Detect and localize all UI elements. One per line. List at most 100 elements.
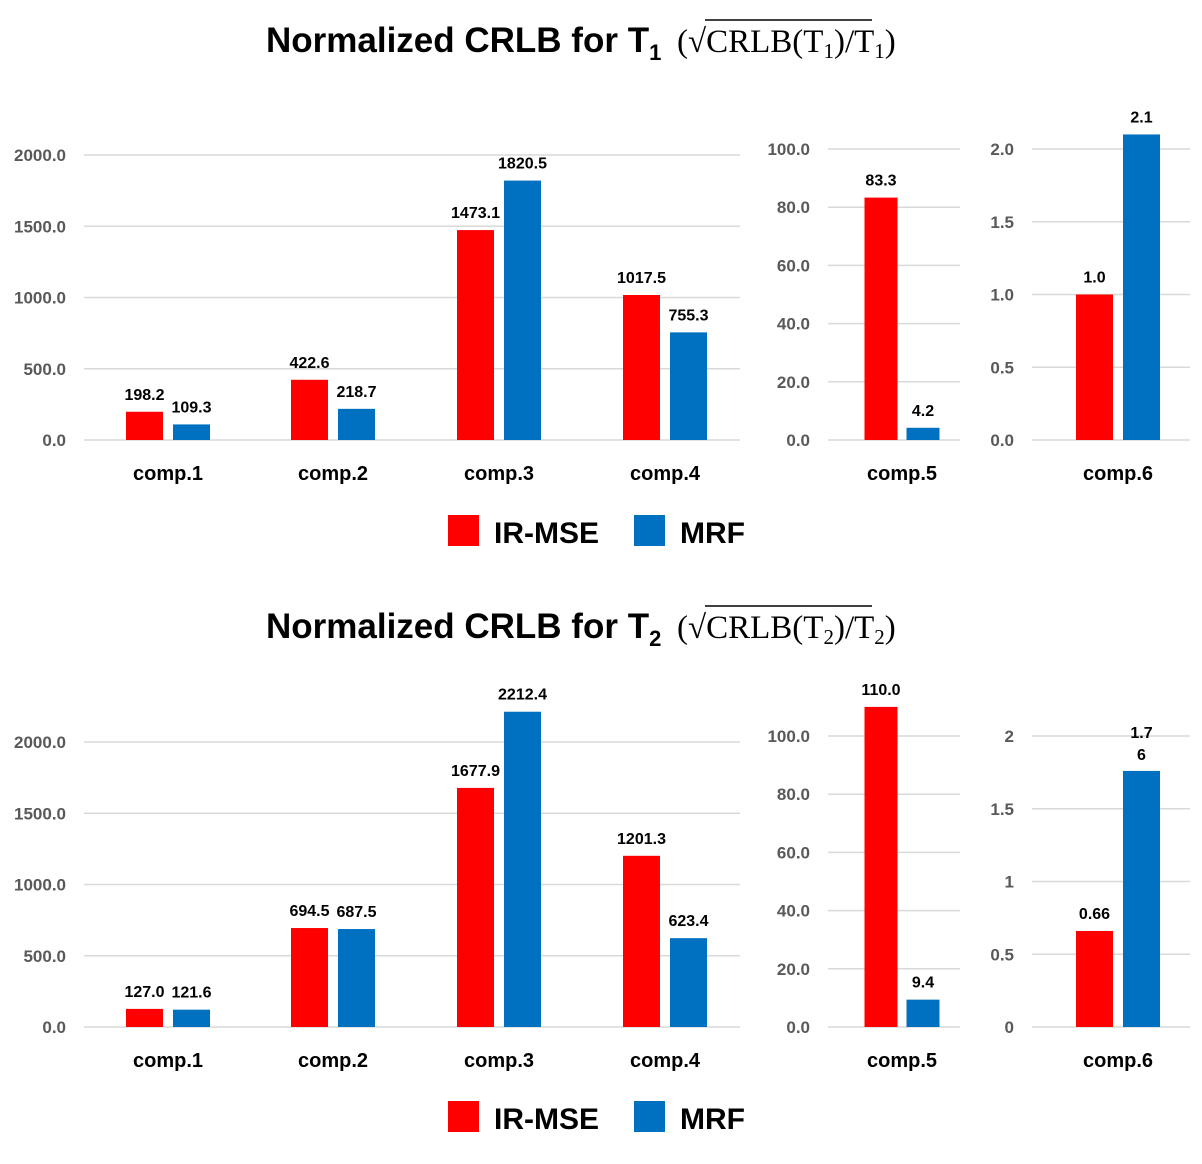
bar-mrf-comp5 <box>906 999 940 1027</box>
x-category-label: comp.2 <box>298 1050 368 1072</box>
y-tick-label: 1.5 <box>990 800 1014 819</box>
x-category-label: comp.6 <box>1083 463 1153 485</box>
title-subscript: 2 <box>649 626 661 651</box>
bar-ir-mse-comp1 <box>126 1008 163 1027</box>
y-tick-label: 0.0 <box>42 1018 66 1037</box>
x-category-label: comp.1 <box>133 463 203 485</box>
y-tick-label: 60.0 <box>777 843 810 862</box>
data-label: 422.6 <box>289 355 329 372</box>
panel-1: 0.0 500.0 1000.0 1500.0 2000.0 198.2 109.3 comp… <box>14 146 740 485</box>
y-tick-label: 80.0 <box>777 198 810 217</box>
bar-mrf-comp1 <box>173 424 210 440</box>
legend-swatch-mrf <box>634 1101 665 1132</box>
data-label: 83.3 <box>865 173 896 190</box>
bar-mrf-comp2 <box>338 408 375 440</box>
data-label: 1.7 6 <box>1130 725 1152 764</box>
bar-mrf-comp3 <box>504 711 541 1027</box>
bar-mrf-comp6 <box>1123 134 1160 440</box>
title-prefix: Normalized CRLB for T <box>266 21 649 60</box>
y-tick-label: 0.0 <box>786 1018 810 1037</box>
x-category-label: comp.3 <box>464 1050 534 1072</box>
panel-2: 0.0 20.0 40.0 60.0 80.0 100.0 110.0 9.4 comp.5 <box>767 682 960 1072</box>
y-tick-label: 1000.0 <box>14 876 66 895</box>
chart-title: Normalized CRLB for T2 (√CRLB(T2)/T2) <box>266 605 896 651</box>
chart-title: Normalized CRLB for T1 (√CRLB(T1)/T1) <box>266 19 896 65</box>
legend: IR-MSE MRF <box>448 515 745 550</box>
y-tick-label: 40.0 <box>777 315 810 334</box>
y-tick-label: 1.0 <box>990 286 1014 305</box>
data-label: 623.4 <box>668 913 708 930</box>
bar-mrf-comp1 <box>173 1009 210 1027</box>
legend-swatch-mrf <box>634 515 665 546</box>
x-category-label: comp.2 <box>298 463 368 485</box>
data-label: 1473.1 <box>451 205 500 222</box>
bar-ir-mse-comp5 <box>864 197 898 440</box>
y-tick-label: 1500.0 <box>14 804 66 823</box>
x-category-label: comp.5 <box>867 463 937 485</box>
bar-ir-mse-comp5 <box>864 706 898 1027</box>
data-label: 9.4 <box>912 975 934 992</box>
y-tick-label: 0.5 <box>990 358 1014 377</box>
data-label: 109.3 <box>171 399 211 416</box>
bar-mrf-comp2 <box>338 929 375 1027</box>
chart-title-text: Normalized CRLB for T1 <box>266 21 661 65</box>
y-tick-label: 1000.0 <box>14 289 66 308</box>
y-tick-label: 1.5 <box>990 213 1014 232</box>
data-label: 1.0 <box>1083 270 1105 287</box>
bar-mrf-comp4 <box>670 332 707 440</box>
bar-mrf-comp3 <box>504 180 541 441</box>
data-label: 4.2 <box>912 403 934 420</box>
bar-mrf-comp4 <box>670 938 707 1027</box>
bar-ir-mse-comp4 <box>623 855 660 1027</box>
x-category-label: comp.5 <box>867 1050 937 1072</box>
title-subscript: 1 <box>649 40 661 65</box>
chart-1: Normalized CRLB for T1 (√CRLB(T1)/T1) 0.0 5… <box>14 19 1190 550</box>
y-tick-label: 60.0 <box>777 256 810 275</box>
legend-label-ir-mse: IR-MSE <box>494 517 599 550</box>
x-category-label: comp.1 <box>133 1050 203 1072</box>
x-category-label: comp.3 <box>464 463 534 485</box>
data-label: 110.0 <box>861 682 900 699</box>
data-label: 198.2 <box>124 387 164 404</box>
bar-ir-mse-comp3 <box>457 787 494 1027</box>
panel-1: 0.0 500.0 1000.0 1500.0 2000.0 127.0 121.6 comp… <box>14 687 740 1072</box>
y-tick-label: 20.0 <box>777 960 810 979</box>
y-tick-label: 100.0 <box>767 140 810 159</box>
bar-mrf-comp5 <box>906 427 940 440</box>
data-label: 694.5 <box>289 903 329 920</box>
title-math: (√CRLB(T2)/T2) <box>677 610 896 649</box>
legend-swatch-ir-mse <box>448 515 479 546</box>
x-category-label: comp.4 <box>630 463 701 485</box>
y-tick-label: 0.0 <box>990 431 1014 450</box>
y-tick-label: 500.0 <box>23 360 66 379</box>
x-category-label: comp.6 <box>1083 1050 1153 1072</box>
legend-swatch-ir-mse <box>448 1101 479 1132</box>
data-label: 121.6 <box>171 985 211 1002</box>
data-label: 687.5 <box>336 904 376 921</box>
charts-root: Normalized CRLB for T1 (√CRLB(T1)/T1) 0.0 5… <box>14 19 1190 1136</box>
y-tick-label: 80.0 <box>777 785 810 804</box>
y-tick-label: 20.0 <box>777 373 810 392</box>
bar-mrf-comp6 <box>1123 770 1160 1027</box>
data-label: 2.1 <box>1130 109 1152 126</box>
panel-2: 0.0 20.0 40.0 60.0 80.0 100.0 83.3 4.2 comp.5 <box>767 140 960 485</box>
bar-ir-mse-comp3 <box>457 230 494 440</box>
data-label: 755.3 <box>668 307 708 324</box>
legend-label-mrf: MRF <box>680 1103 745 1136</box>
y-tick-label: 2.0 <box>990 140 1014 159</box>
bar-ir-mse-comp6 <box>1076 294 1113 440</box>
data-label: 0.66 <box>1079 906 1110 923</box>
legend-label-mrf: MRF <box>680 517 745 550</box>
bar-ir-mse-comp2 <box>291 379 328 440</box>
y-tick-label: 0.0 <box>42 431 66 450</box>
legend-label-ir-mse: IR-MSE <box>494 1103 599 1136</box>
y-tick-label: 2 <box>1005 727 1014 746</box>
panel-3: 0 0.5 1 1.5 2 0.66 1.7 6 comp.6 <box>990 725 1190 1072</box>
bar-ir-mse-comp2 <box>291 928 328 1027</box>
y-tick-label: 2000.0 <box>14 733 66 752</box>
data-label: 1820.5 <box>498 156 547 173</box>
legend: IR-MSE MRF <box>448 1101 745 1136</box>
y-tick-label: 0 <box>1005 1018 1014 1037</box>
data-label: 127.0 <box>124 984 164 1001</box>
y-tick-label: 1 <box>1005 873 1014 892</box>
